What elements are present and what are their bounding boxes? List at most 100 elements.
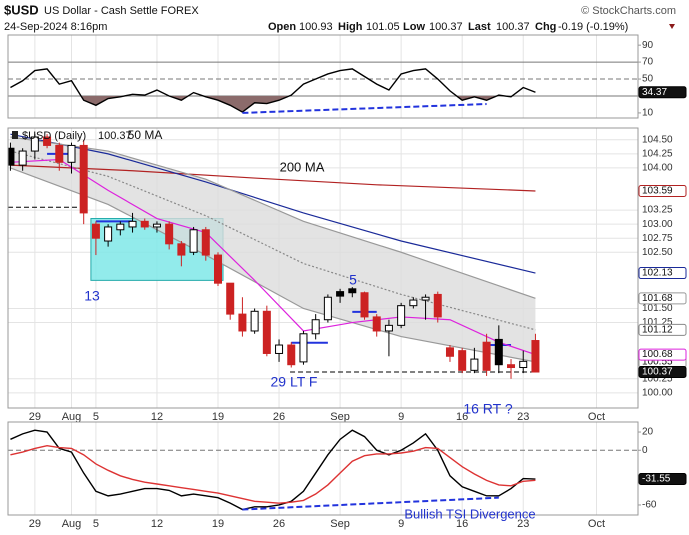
low-label: Low xyxy=(403,21,425,33)
y-tick-label: 101.50 xyxy=(642,303,673,314)
x-tick-label: 16 xyxy=(456,518,468,530)
x-tick-label: Sep xyxy=(330,411,350,423)
annotation: 200 MA xyxy=(280,159,325,174)
y-tick-label: 104.50 xyxy=(642,134,673,145)
last-value-label: 34.37 xyxy=(642,87,667,98)
candle-body xyxy=(323,296,332,321)
x-tick-label: 29 xyxy=(29,411,41,423)
x-tick-label: 23 xyxy=(517,518,529,530)
menu-arrow xyxy=(669,24,675,29)
candle-body xyxy=(43,136,52,146)
candle-body xyxy=(519,360,528,369)
series-line xyxy=(10,158,536,356)
annotation: 29 LT F xyxy=(271,374,318,390)
panel-frame xyxy=(7,34,639,119)
candle-body xyxy=(372,316,381,332)
candle-body xyxy=(152,223,161,228)
candle-body xyxy=(177,243,186,256)
candle-body xyxy=(433,293,442,318)
candle-body xyxy=(421,296,430,301)
x-tick-label: Aug xyxy=(62,518,82,530)
last-value-label: -31.55 xyxy=(642,474,671,485)
y-tick-label: 101.25 xyxy=(642,317,673,328)
candle-body xyxy=(116,223,125,231)
y-tick-label: 90 xyxy=(642,40,654,51)
series-line xyxy=(10,133,536,274)
candle-body xyxy=(458,350,467,371)
annotation: Bullish TSI Divergence xyxy=(404,506,535,521)
last-value-label: 100.37 xyxy=(642,367,673,378)
high-value: 101.05 xyxy=(366,21,400,33)
oversold-fill xyxy=(10,95,536,113)
last-value-label: 100.68 xyxy=(642,349,673,360)
legend-value: 100.37 xyxy=(98,130,132,142)
candle-body xyxy=(287,344,296,366)
last-value-box xyxy=(638,184,687,197)
candle-body xyxy=(507,364,516,369)
last-value-label: 103.59 xyxy=(642,186,673,197)
y-tick-label: 102.75 xyxy=(642,233,673,244)
candle-body xyxy=(140,220,149,228)
series-line xyxy=(10,136,536,299)
candle-body xyxy=(494,338,503,366)
candle-body xyxy=(214,254,222,284)
last-value: 100.37 xyxy=(496,21,530,33)
panel-frame xyxy=(7,127,639,409)
candle-body xyxy=(91,223,100,239)
y-tick-label: 103.00 xyxy=(642,219,673,230)
x-tick-label: 12 xyxy=(151,518,163,530)
y-tick-label: 103.25 xyxy=(642,205,673,216)
candle-body xyxy=(311,319,320,335)
x-tick-label: Aug xyxy=(62,411,82,423)
panel-frame xyxy=(7,421,639,516)
annotation: 50 MA xyxy=(128,128,163,142)
trend-line xyxy=(242,496,499,511)
x-tick-label: 16 xyxy=(456,411,468,423)
x-tick-label: 5 xyxy=(93,518,99,530)
y-tick-label: 20 xyxy=(642,427,654,438)
high-label: High xyxy=(338,21,363,33)
candle-body xyxy=(531,340,540,373)
x-tick-label: Oct xyxy=(588,411,605,423)
panel xyxy=(8,422,638,515)
last-value-box xyxy=(638,292,687,305)
candle-body xyxy=(165,223,174,245)
candle-body xyxy=(104,226,113,242)
y-tick-label: 102.50 xyxy=(642,247,673,258)
candle-body xyxy=(238,313,247,332)
candle-body xyxy=(409,299,418,307)
open-label: Open xyxy=(268,21,296,33)
annotation: 13 xyxy=(84,288,100,304)
candle-body xyxy=(30,136,39,152)
series-line xyxy=(10,167,536,363)
y-tick-label: 0 xyxy=(642,445,648,456)
series-line xyxy=(10,164,536,192)
candle-body xyxy=(336,291,345,297)
last-value-label: 100.55 xyxy=(642,357,673,368)
last-value-label: 101.12 xyxy=(642,324,673,335)
candle-body xyxy=(226,282,235,315)
x-tick-label: Oct xyxy=(588,518,605,530)
x-tick-label: 12 xyxy=(151,411,163,423)
y-tick-label: 100.00 xyxy=(642,387,673,398)
x-tick-label: 9 xyxy=(398,518,404,530)
last-value-box xyxy=(638,86,687,99)
x-tick-label: 9 xyxy=(398,411,404,423)
candle-body xyxy=(262,310,271,354)
chg-value: -0.19 (-0.19%) xyxy=(558,21,628,33)
y-tick-label: 10 xyxy=(642,108,654,119)
legend-label: $USD (Daily) xyxy=(22,130,86,142)
last-label: Last xyxy=(468,21,491,33)
annotation: 5 xyxy=(349,272,357,288)
y-tick-label: -60 xyxy=(642,500,657,511)
x-tick-label: 29 xyxy=(29,518,41,530)
candle-body xyxy=(128,220,137,228)
last-value-box xyxy=(638,348,687,361)
low-value: 100.37 xyxy=(429,21,463,33)
candle-body xyxy=(275,344,284,354)
candle-body xyxy=(299,333,308,363)
last-value-box xyxy=(638,366,687,379)
candle-body xyxy=(360,292,369,318)
last-value-label: 101.68 xyxy=(642,293,673,304)
